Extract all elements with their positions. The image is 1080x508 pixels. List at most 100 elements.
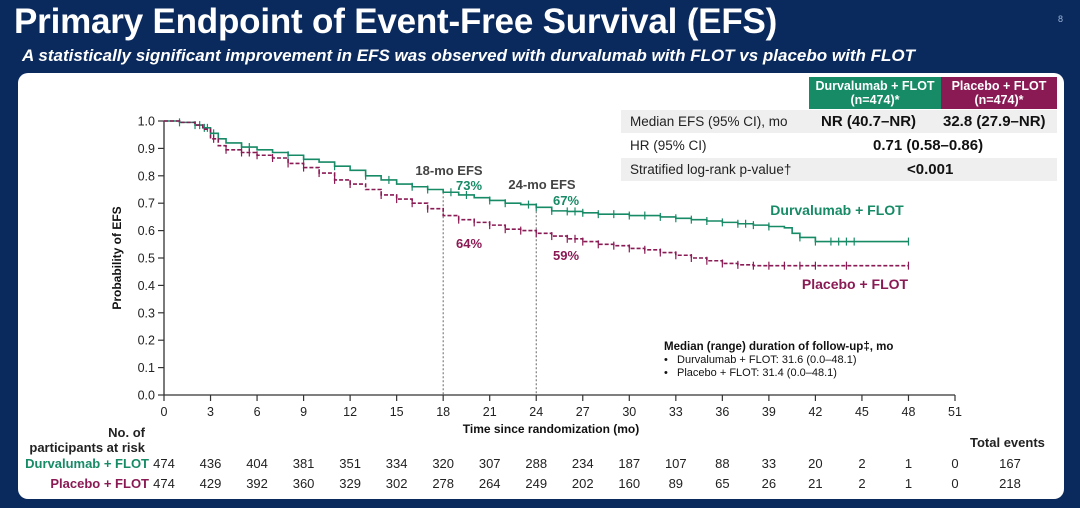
risk-count: 392 (246, 476, 268, 491)
y-tick-label: 0.8 (138, 169, 155, 183)
risk-total-events: 167 (999, 456, 1021, 471)
legend-placebo: Placebo + FLOT (802, 276, 909, 292)
stats-row-hr: HR (95% CI) 0.71 (0.58–0.86) (621, 134, 1057, 157)
risk-count: 1 (904, 476, 913, 491)
risk-count: 234 (571, 456, 594, 471)
risk-count: 187 (618, 456, 641, 471)
x-tick-label: 24 (529, 405, 543, 419)
risk-count: 89 (668, 476, 684, 491)
x-tick-label: 21 (483, 405, 497, 419)
row-label: Stratified log-rank p-value† (630, 162, 792, 177)
axes: 0.00.10.20.30.40.50.60.70.80.91.00 3 6 9 12 1… (138, 115, 962, 420)
risk-count: 278 (432, 476, 455, 491)
x-tick-label: 12 (343, 405, 357, 419)
risk-title-line2: participants at risk (29, 440, 145, 455)
stats-header-placebo: Placebo + FLOT (n=474)* (941, 77, 1057, 109)
risk-count: 33 (761, 456, 777, 471)
risk-count: 0 (951, 476, 959, 491)
risk-count: 381 (292, 456, 315, 471)
y-tick-label: 0.3 (138, 306, 155, 320)
risk-count: 288 (525, 456, 548, 471)
risk-count: 2 (858, 456, 866, 471)
follow-up-item: • Durvalumab + FLOT: 31.6 (0.0–48.1) (664, 354, 857, 366)
risk-count: 21 (808, 476, 823, 491)
risk-count: 334 (385, 456, 408, 471)
value-pvalue: <0.001 (907, 161, 954, 178)
risk-count: 320 (432, 456, 455, 471)
risk-count: 307 (478, 456, 501, 471)
legend-durvalumab: Durvalumab + FLOT (770, 202, 904, 218)
total-events-header: Total events (970, 435, 1045, 450)
y-tick-label: 0.9 (138, 142, 155, 156)
y-tick-label: 0.4 (138, 279, 155, 293)
y-tick-label: 0.6 (138, 224, 155, 238)
row-label: HR (95% CI) (630, 138, 707, 153)
risk-title-line1: No. of (108, 425, 145, 440)
follow-up-item: • Placebo + FLOT: 31.4 (0.0–48.1) (664, 367, 837, 379)
value-placebo: 32.8 (27.9–NR) (943, 113, 1046, 130)
curves (164, 118, 910, 270)
x-tick-label: 39 (762, 405, 776, 419)
risk-count: 360 (292, 476, 315, 491)
risk-table-title: No. of participants at risk (20, 425, 145, 455)
x-tick-label: 45 (855, 405, 869, 419)
row-label: Median EFS (95% CI), mo (630, 114, 788, 129)
stats-header-durvalumab: Durvalumab + FLOT (n=474)* (809, 77, 941, 109)
y-tick-label: 0.1 (138, 361, 155, 375)
x-tick-label: 51 (948, 405, 962, 419)
risk-count: 88 (715, 456, 730, 471)
risk-row-label: Durvalumab + FLOT (25, 456, 149, 471)
page-subtitle: A statistically significant improvement … (22, 46, 915, 65)
header-line2: (n=474)* (974, 93, 1024, 107)
x-tick-label: 18 (436, 405, 450, 419)
annotation-24mo-durvalumab: 67% (553, 193, 579, 208)
risk-count: 26 (761, 476, 777, 491)
annotation-18mo-durvalumab: 73% (456, 178, 482, 193)
x-tick-label: 3 (207, 405, 214, 419)
risk-count: 474 (153, 456, 175, 471)
risk-count: 249 (525, 476, 548, 491)
x-axis-label: Time since randomization (mo) (463, 422, 639, 436)
risk-count: 436 (199, 456, 222, 471)
reference-lines (442, 192, 537, 395)
x-tick-label: 42 (808, 405, 822, 419)
risk-count: 329 (339, 476, 361, 491)
annotation-18mo-placebo: 64% (456, 236, 482, 251)
risk-count: 65 (715, 476, 730, 491)
risk-count: 264 (478, 476, 501, 491)
risk-count: 107 (664, 456, 687, 471)
risk-count: 474 (153, 476, 175, 491)
header-line2: (n=474)* (850, 93, 900, 107)
annotation-18mo-label: 18-mo EFS (415, 163, 483, 178)
page-title: Primary Endpoint of Event-Free Survival … (14, 2, 778, 41)
header-line1: Durvalumab + FLOT (815, 79, 935, 93)
page-number: 8 (1058, 14, 1064, 24)
x-tick-label: 48 (902, 405, 916, 419)
stats-row-median: Median EFS (95% CI), mo NR (40.7–NR) 32.… (621, 110, 1057, 133)
annotation-24mo-placebo: 59% (553, 248, 579, 263)
risk-row-label: Placebo + FLOT (50, 476, 149, 491)
annotation-24mo-label: 24-mo EFS (508, 177, 576, 192)
risk-count: 0 (951, 456, 959, 471)
risk-count: 429 (199, 476, 222, 491)
y-tick-label: 0.2 (138, 334, 155, 348)
y-tick-label: 1.0 (138, 115, 155, 129)
risk-count: 404 (246, 456, 268, 471)
risk-count: 351 (339, 456, 361, 471)
y-tick-label: 0.5 (138, 252, 155, 266)
risk-count: 302 (385, 476, 408, 491)
risk-count: 2 (858, 476, 866, 491)
risk-count: 160 (618, 476, 641, 491)
risk-total-events: 218 (999, 476, 1021, 491)
x-tick-label: 30 (622, 405, 636, 419)
x-tick-label: 15 (390, 405, 404, 419)
x-tick-label: 36 (715, 405, 729, 419)
follow-up-text: Placebo + FLOT: 31.4 (0.0–48.1) (677, 367, 837, 379)
follow-up-text: Durvalumab + FLOT: 31.6 (0.0–48.1) (677, 354, 857, 366)
value-durvalumab: NR (40.7–NR) (821, 113, 917, 130)
header-line1: Placebo + FLOT (951, 79, 1047, 93)
x-tick-label: 33 (669, 405, 683, 419)
value-hr: 0.71 (0.58–0.86) (873, 137, 984, 154)
risk-count: 20 (808, 456, 823, 471)
